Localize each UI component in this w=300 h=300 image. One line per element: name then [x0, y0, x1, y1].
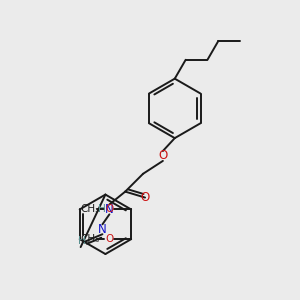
- Text: H: H: [78, 236, 86, 246]
- Text: O: O: [105, 204, 113, 214]
- Text: O: O: [105, 234, 113, 244]
- Text: CH₃: CH₃: [80, 234, 99, 244]
- Text: N: N: [98, 223, 107, 236]
- Text: N: N: [105, 203, 114, 216]
- Text: O: O: [158, 149, 167, 162]
- Text: O: O: [140, 191, 150, 204]
- Text: H: H: [98, 204, 105, 214]
- Text: CH₃: CH₃: [80, 204, 99, 214]
